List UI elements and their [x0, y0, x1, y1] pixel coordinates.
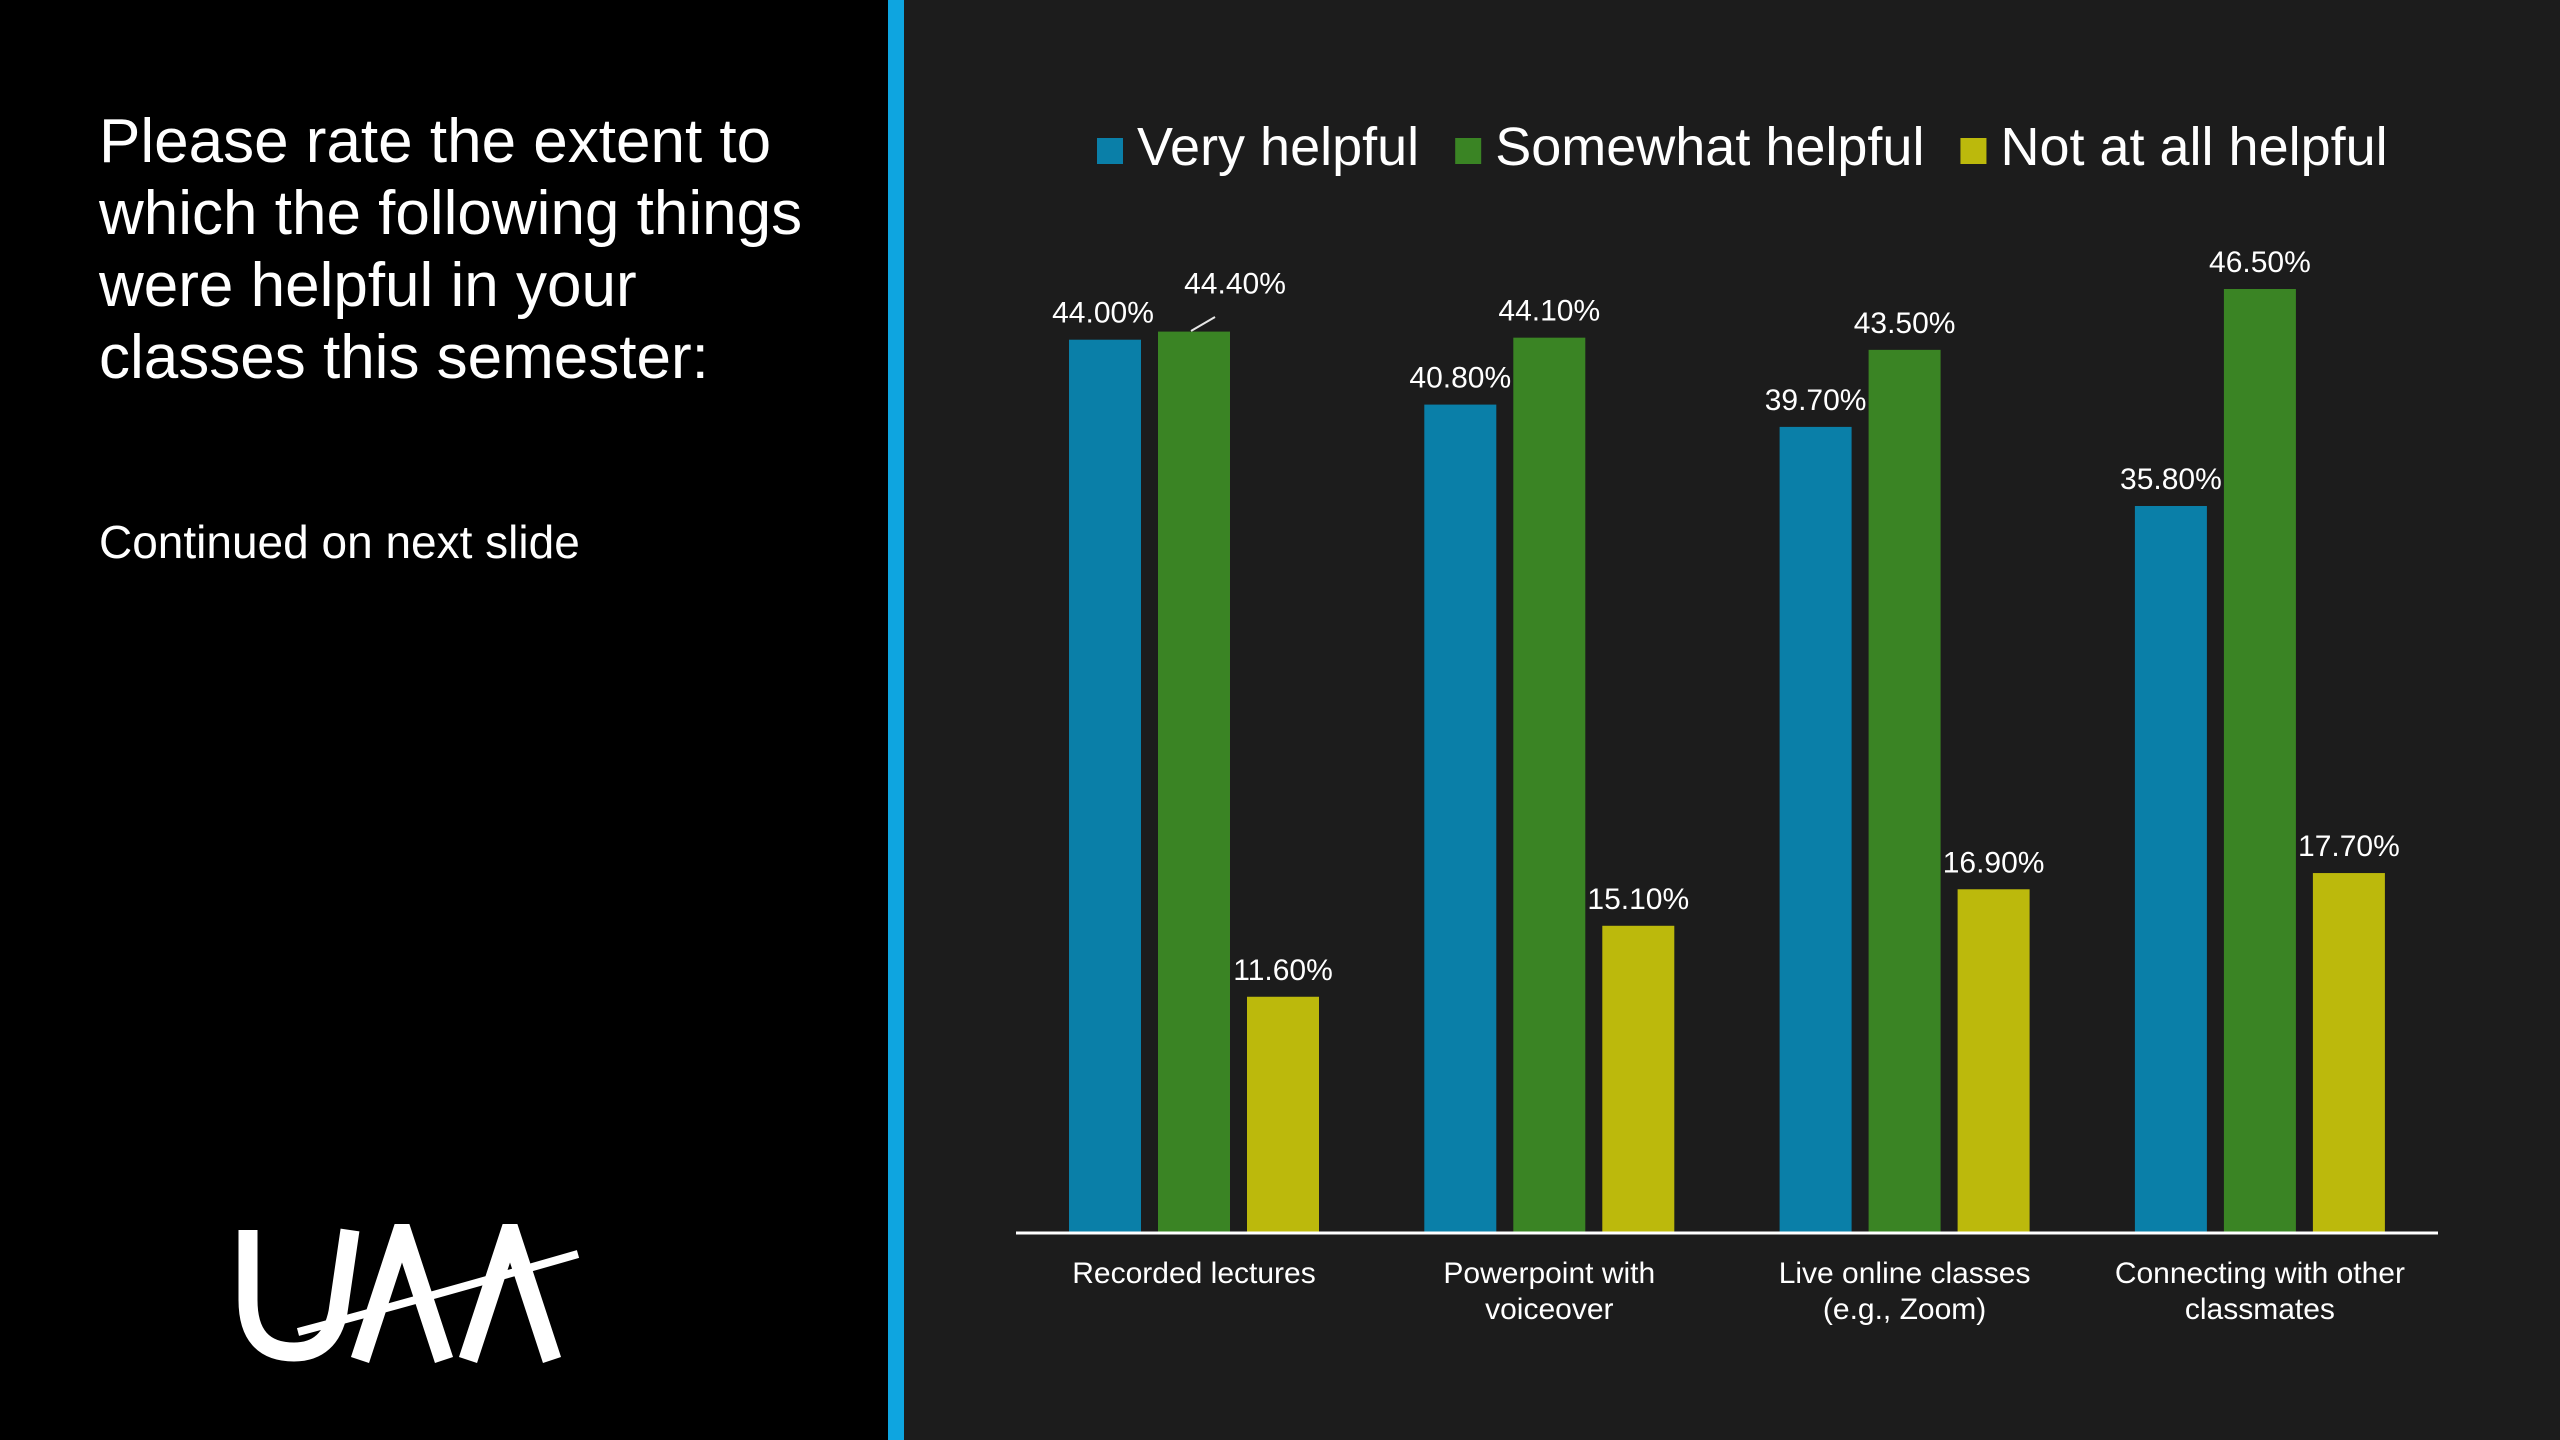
- legend-label: Somewhat helpful: [1495, 117, 1924, 177]
- legend-swatch: [1455, 138, 1482, 164]
- data-label: 43.50%: [1854, 307, 1956, 340]
- data-label: 17.70%: [2298, 830, 2400, 863]
- bar: [1424, 404, 1497, 1233]
- data-label: 44.10%: [1498, 295, 1600, 328]
- category-label: Powerpoint with: [1443, 1257, 1655, 1290]
- category-label: Live online classes: [1779, 1257, 2031, 1290]
- legend-label: Not at all helpful: [2000, 117, 2387, 177]
- bar: [1957, 889, 2030, 1232]
- legend-swatch: [1097, 138, 1123, 164]
- bar: [1247, 996, 1319, 1232]
- data-label: 40.80%: [1409, 362, 1511, 395]
- bar: [2223, 289, 2296, 1232]
- data-label: 44.00%: [1052, 297, 1154, 330]
- bar-chart: 44.00% 44.40% 11.60% 40.80% 44.10% 15.10% 39.7…: [1016, 117, 2438, 1326]
- leader-line: [1190, 316, 1216, 332]
- accent-divider: [888, 0, 904, 1440]
- bar: [1602, 925, 1675, 1232]
- continued-note: Continued on next slide: [99, 516, 580, 568]
- data-label: 11.60%: [1233, 954, 1333, 987]
- uaa-logo: [238, 1224, 580, 1363]
- data-label: 44.40%: [1184, 268, 1286, 301]
- data-label: 46.50%: [2209, 246, 2311, 279]
- category-label: (e.g., Zoom): [1823, 1293, 1986, 1326]
- bar: [1868, 349, 1941, 1232]
- legend-label: Very helpful: [1137, 117, 1419, 177]
- data-label: 16.90%: [1943, 846, 2045, 879]
- data-label: 15.10%: [1587, 883, 1689, 916]
- category-label: classmates: [2185, 1293, 2335, 1326]
- bar: [2134, 505, 2207, 1232]
- legend-swatch: [1960, 138, 1987, 164]
- bar: [1069, 339, 1141, 1232]
- bar: [1513, 337, 1586, 1232]
- bar: [1779, 426, 1852, 1232]
- category-label: voiceover: [1485, 1293, 1613, 1326]
- data-label: 35.80%: [2120, 463, 2222, 496]
- bar: [2312, 873, 2385, 1232]
- bar: [1158, 331, 1230, 1232]
- category-label: Connecting with other: [2115, 1257, 2405, 1290]
- data-label: 39.70%: [1765, 384, 1867, 417]
- question-title: Please rate the extent to which the foll…: [99, 107, 803, 392]
- category-label: Recorded lectures: [1072, 1257, 1315, 1290]
- left-panel: [0, 0, 888, 1440]
